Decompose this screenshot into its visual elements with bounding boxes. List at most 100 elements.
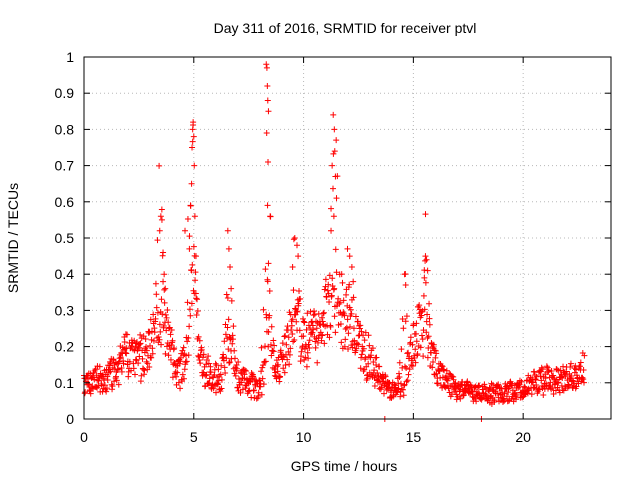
- data-point: [186, 323, 193, 330]
- data-point: [286, 351, 293, 358]
- data-point: [324, 287, 331, 294]
- data-point: [265, 260, 272, 267]
- data-point: [260, 381, 267, 388]
- data-point: [191, 162, 198, 169]
- data-point: [410, 320, 417, 327]
- data-point: [115, 360, 122, 367]
- data-point: [270, 337, 277, 344]
- data-point: [161, 299, 168, 306]
- data-point: [148, 354, 155, 361]
- data-point: [162, 350, 169, 357]
- y-tick-label: 0.5: [55, 230, 75, 246]
- data-point: [189, 261, 196, 268]
- data-point: [264, 278, 271, 285]
- data-point: [186, 245, 193, 252]
- data-point: [538, 364, 545, 371]
- data-point: [432, 354, 439, 361]
- data-point: [84, 375, 91, 382]
- data-point: [327, 323, 334, 330]
- data-point: [440, 366, 447, 373]
- data-point: [412, 346, 419, 353]
- data-point: [186, 306, 193, 313]
- data-point: [190, 243, 197, 250]
- data-point: [530, 384, 537, 391]
- data-point: [271, 342, 278, 349]
- data-point: [411, 354, 418, 361]
- data-point: [312, 344, 319, 351]
- data-point: [157, 213, 164, 220]
- data-point: [540, 392, 547, 399]
- data-point: [152, 280, 159, 287]
- y-tick-label: 0.4: [55, 266, 75, 282]
- data-point: [206, 375, 213, 382]
- data-point: [528, 391, 535, 398]
- data-point: [225, 316, 232, 323]
- data-point: [319, 332, 326, 339]
- data-point: [284, 356, 291, 363]
- data-point: [315, 335, 322, 342]
- data-point: [373, 354, 380, 361]
- data-point: [312, 338, 319, 345]
- data-point: [430, 341, 437, 348]
- data-point: [218, 376, 225, 383]
- data-point: [199, 354, 206, 361]
- data-point: [189, 126, 196, 133]
- data-point: [431, 347, 438, 354]
- data-point: [126, 358, 133, 365]
- data-point: [288, 322, 295, 329]
- data-point: [215, 366, 222, 373]
- data-point: [222, 331, 229, 338]
- data-point: [542, 375, 549, 382]
- data-point: [258, 368, 265, 375]
- data-point: [396, 373, 403, 380]
- data-point: [491, 397, 498, 404]
- data-point: [343, 324, 350, 331]
- data-point: [311, 308, 318, 315]
- data-point: [92, 366, 99, 373]
- data-point: [417, 344, 424, 351]
- data-point: [288, 326, 295, 333]
- y-tick-label: 0.3: [55, 302, 75, 318]
- data-point: [113, 377, 120, 384]
- data-point: [419, 336, 426, 343]
- data-point: [423, 318, 430, 325]
- data-point: [174, 369, 181, 376]
- data-point: [369, 345, 376, 352]
- data-point: [245, 388, 252, 395]
- data-point: [289, 331, 296, 338]
- data-point: [346, 281, 353, 288]
- y-tick-label: 0.2: [55, 339, 75, 355]
- data-point: [192, 253, 199, 260]
- data-point: [265, 158, 272, 165]
- data-point: [230, 336, 237, 343]
- data-point: [354, 340, 361, 347]
- data-point: [376, 363, 383, 370]
- data-point: [152, 315, 159, 322]
- data-point: [333, 137, 340, 144]
- data-point: [374, 370, 381, 377]
- data-point: [260, 306, 267, 313]
- data-point: [109, 383, 116, 390]
- data-point: [401, 381, 408, 388]
- data-point: [128, 343, 135, 350]
- data-point: [568, 372, 575, 379]
- data-point: [348, 310, 355, 317]
- data-point: [232, 372, 239, 379]
- data-point: [579, 374, 586, 381]
- data-point: [222, 321, 229, 328]
- data-point: [120, 360, 127, 367]
- data-point: [153, 291, 160, 298]
- data-point: [350, 325, 357, 332]
- data-point: [161, 286, 168, 293]
- data-point: [282, 362, 289, 369]
- data-point: [382, 373, 389, 380]
- data-point: [297, 358, 304, 365]
- data-point: [347, 323, 354, 330]
- data-point: [404, 377, 411, 384]
- data-point: [343, 291, 350, 298]
- data-point: [87, 370, 94, 377]
- data-point: [301, 356, 308, 363]
- chart-title: Day 311 of 2016, SRMTID for receiver ptv…: [214, 20, 477, 36]
- data-point: [230, 323, 237, 330]
